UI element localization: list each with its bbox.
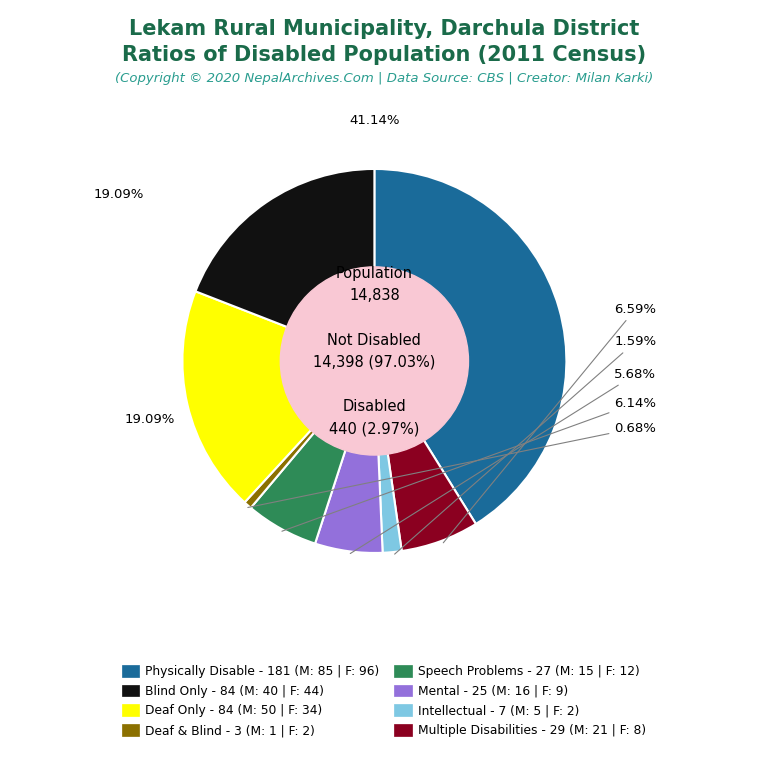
Wedge shape <box>379 452 402 553</box>
Text: 19.09%: 19.09% <box>125 413 175 426</box>
Wedge shape <box>374 169 566 524</box>
Wedge shape <box>244 429 315 508</box>
Text: 5.68%: 5.68% <box>350 368 657 554</box>
Wedge shape <box>196 169 374 327</box>
Text: Population
14,838

Not Disabled
14,398 (97.03%)

Disabled
440 (2.97%): Population 14,838 Not Disabled 14,398 (9… <box>313 266 435 436</box>
Wedge shape <box>250 432 346 544</box>
Wedge shape <box>315 449 382 553</box>
Circle shape <box>280 267 468 455</box>
Wedge shape <box>183 291 312 502</box>
Text: Ratios of Disabled Population (2011 Census): Ratios of Disabled Population (2011 Cens… <box>122 45 646 65</box>
Text: 41.14%: 41.14% <box>349 114 399 127</box>
Text: 1.59%: 1.59% <box>395 336 657 554</box>
Text: Lekam Rural Municipality, Darchula District: Lekam Rural Municipality, Darchula Distr… <box>129 19 639 39</box>
Wedge shape <box>388 439 476 551</box>
Text: (Copyright © 2020 NepalArchives.Com | Data Source: CBS | Creator: Milan Karki): (Copyright © 2020 NepalArchives.Com | Da… <box>115 72 653 85</box>
Text: 19.09%: 19.09% <box>94 188 144 201</box>
Text: 0.68%: 0.68% <box>248 422 657 508</box>
Text: 6.59%: 6.59% <box>443 303 657 543</box>
Text: 6.14%: 6.14% <box>282 397 657 531</box>
Legend: Physically Disable - 181 (M: 85 | F: 96), Blind Only - 84 (M: 40 | F: 44), Deaf : Physically Disable - 181 (M: 85 | F: 96)… <box>118 660 650 742</box>
